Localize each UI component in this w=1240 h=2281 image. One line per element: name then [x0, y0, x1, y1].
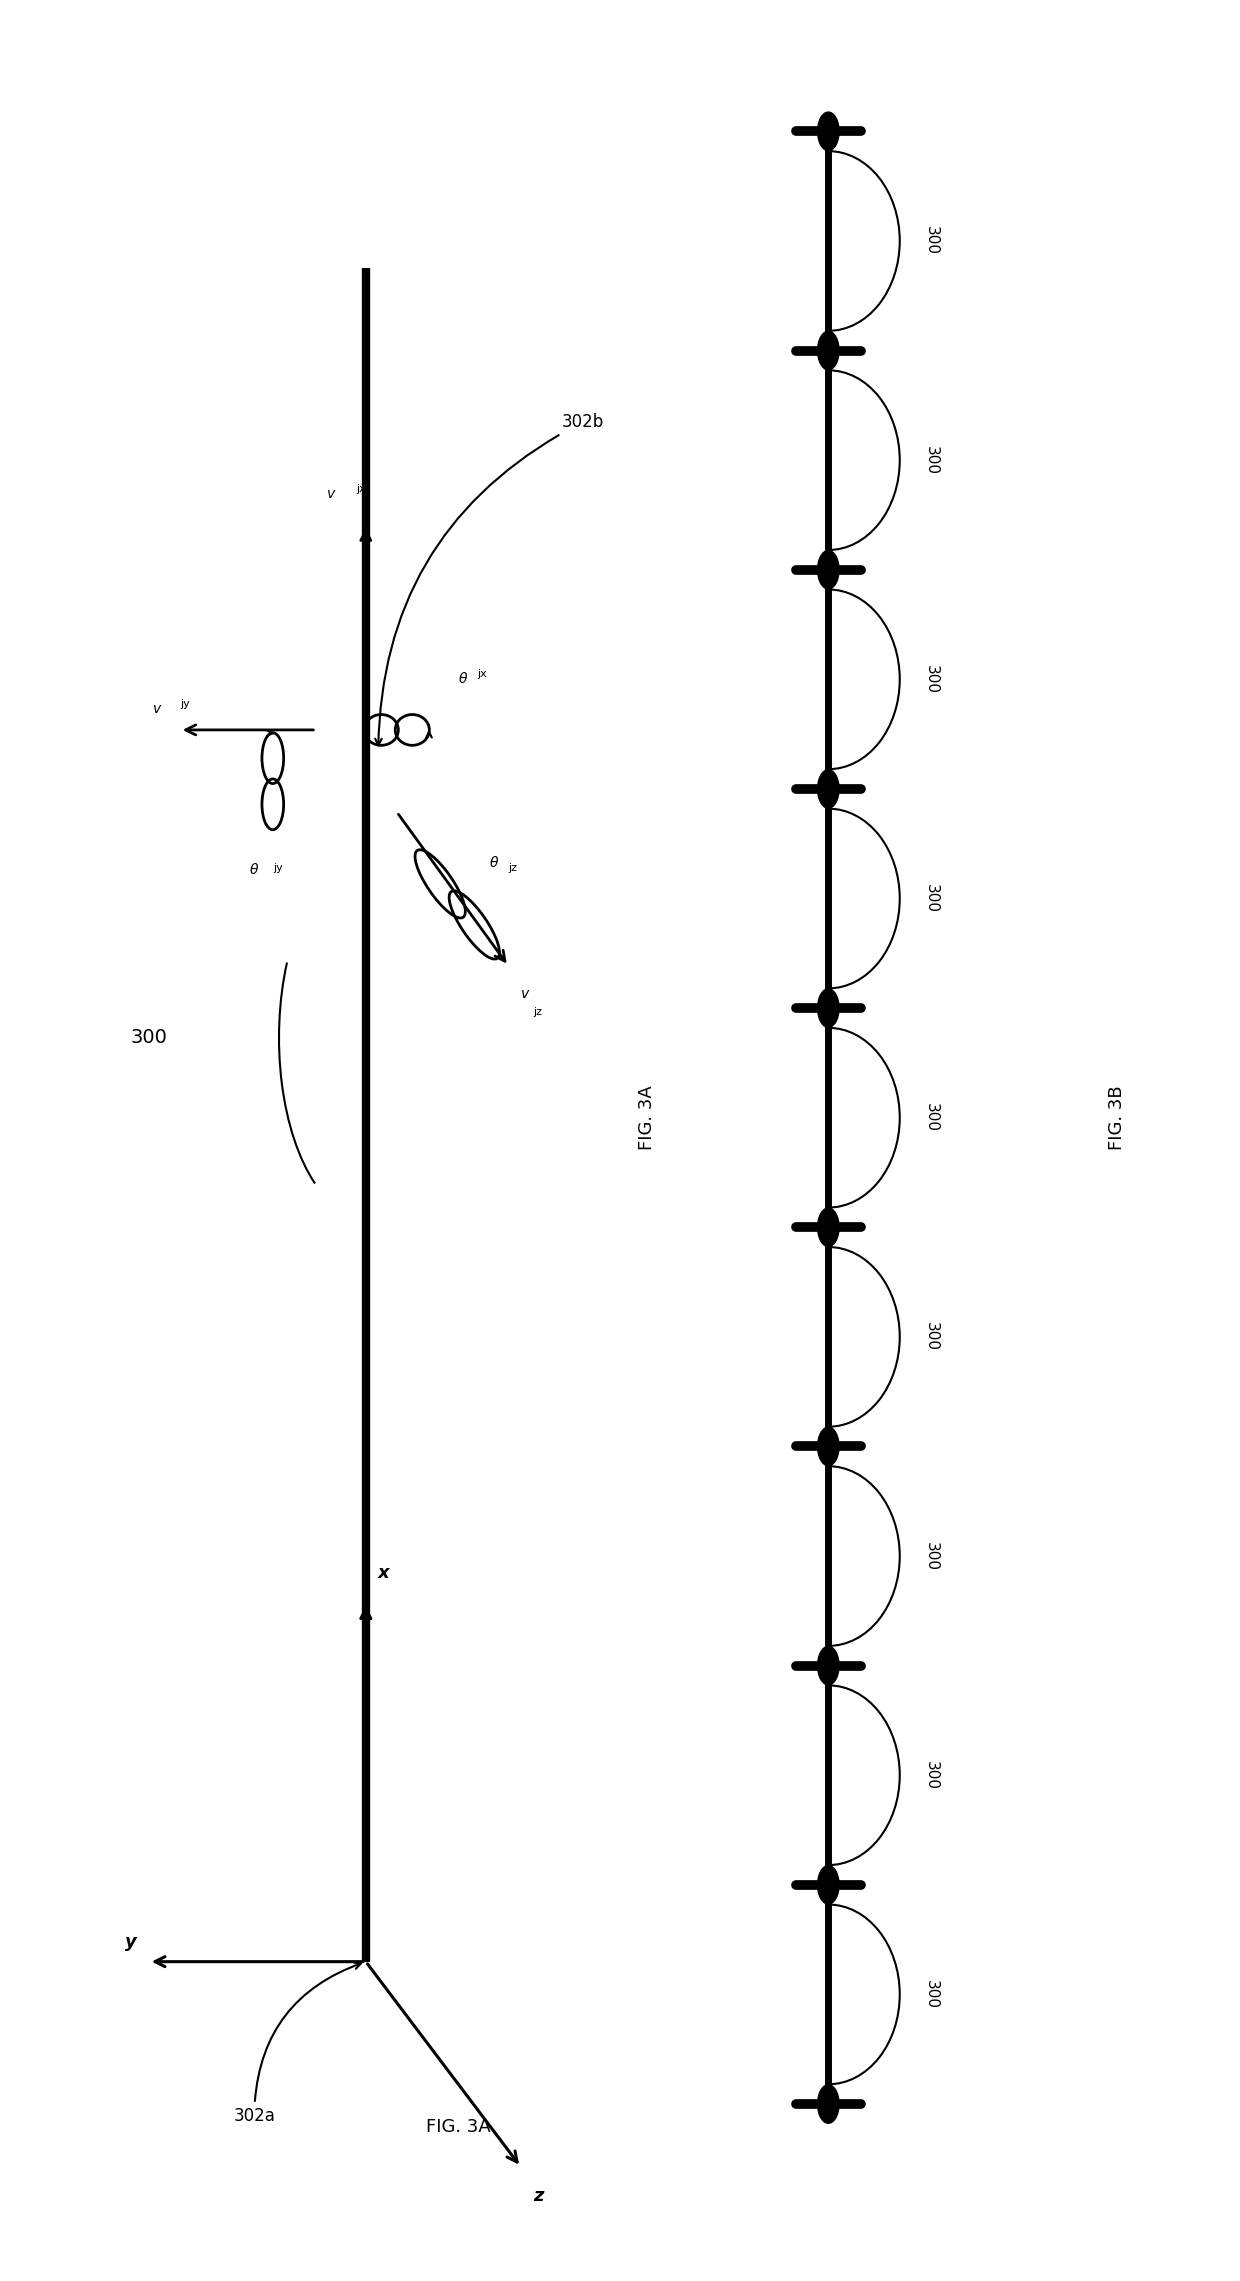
Text: FIG. 3B: FIG. 3B	[1107, 1086, 1126, 1150]
Circle shape	[817, 1209, 839, 1248]
Text: 302a: 302a	[233, 1962, 361, 2124]
Text: v: v	[326, 486, 335, 502]
Text: v: v	[521, 985, 529, 1001]
Text: 300: 300	[924, 1323, 939, 1350]
Text: θ: θ	[250, 862, 258, 878]
Text: jx: jx	[357, 484, 366, 493]
Text: FIG. 3A: FIG. 3A	[427, 2119, 491, 2135]
Text: 300: 300	[924, 1542, 939, 1572]
Circle shape	[817, 550, 839, 588]
Text: 300: 300	[130, 1029, 167, 1047]
Text: 300: 300	[924, 445, 939, 474]
Text: v: v	[153, 703, 161, 716]
Text: jy: jy	[180, 700, 190, 709]
Text: jy: jy	[273, 862, 283, 874]
Circle shape	[817, 2085, 839, 2124]
Text: x: x	[378, 1565, 389, 1583]
Text: 300: 300	[924, 1761, 939, 1791]
Circle shape	[817, 331, 839, 370]
Circle shape	[817, 769, 839, 807]
Circle shape	[817, 988, 839, 1026]
Text: 300: 300	[924, 664, 939, 693]
Text: 300: 300	[924, 1980, 939, 2010]
Text: 302b: 302b	[376, 413, 604, 746]
Circle shape	[817, 112, 839, 151]
Text: FIG. 3A: FIG. 3A	[637, 1086, 656, 1150]
Text: y: y	[125, 1934, 136, 1950]
Text: jz: jz	[533, 1006, 542, 1017]
Text: θ: θ	[490, 855, 498, 871]
Text: θ: θ	[459, 671, 467, 687]
Text: z: z	[533, 2187, 543, 2206]
Circle shape	[817, 1428, 839, 1467]
Text: jz: jz	[508, 862, 517, 874]
Circle shape	[817, 1647, 839, 1686]
Text: 300: 300	[924, 226, 939, 255]
Text: 300: 300	[924, 1104, 939, 1131]
Text: 300: 300	[924, 885, 939, 912]
Text: jx: jx	[477, 668, 487, 677]
Circle shape	[817, 1866, 839, 1905]
